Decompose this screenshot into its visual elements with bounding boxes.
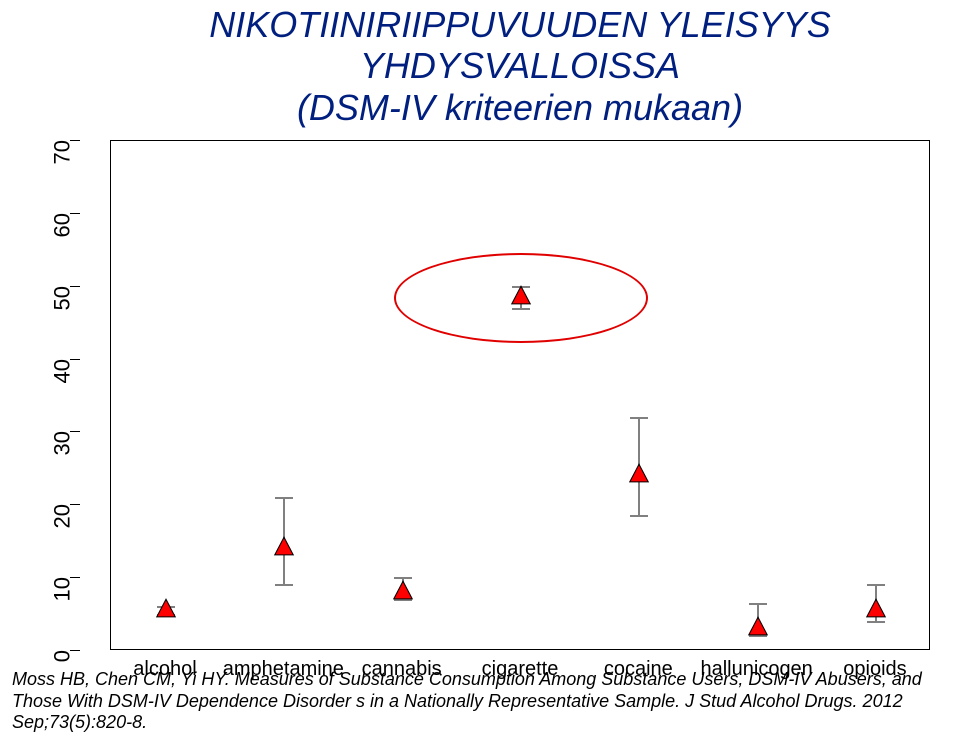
error-bar-cap [867, 584, 885, 586]
data-point [628, 463, 650, 490]
y-tick-label: 20 [49, 504, 75, 528]
error-bar-cap [749, 603, 767, 605]
title-line-3: (DSM-IV kriteerien mukaan) [110, 87, 930, 128]
citation-text: Moss HB, Chen CM, Yi HY. Measures of Sub… [12, 669, 948, 734]
error-bar-cap [275, 497, 293, 499]
chart-plot-area [110, 140, 930, 650]
data-point [155, 597, 177, 624]
data-point [865, 597, 887, 624]
y-tick-label: 10 [49, 577, 75, 601]
highlight-ellipse [394, 253, 648, 343]
title-line-1: NIKOTIINIRIIPPUVUUDEN YLEISYYS [110, 4, 930, 45]
error-bar-cap [630, 515, 648, 517]
y-tick-label: 70 [49, 140, 75, 164]
y-tick-label: 50 [49, 286, 75, 310]
data-point [747, 616, 769, 643]
y-tick-label: 40 [49, 359, 75, 383]
data-point [273, 536, 295, 563]
error-bar-cap [275, 584, 293, 586]
y-tick-label: 60 [49, 213, 75, 237]
error-bar-cap [630, 417, 648, 419]
title-line-2: YHDYSVALLOISSA [110, 45, 930, 86]
y-tick-label: 0 [49, 650, 75, 662]
y-tick-label: 30 [49, 431, 75, 455]
chart-title-block: NIKOTIINIRIIPPUVUUDEN YLEISYYS YHDYSVALL… [110, 4, 930, 128]
data-point [392, 579, 414, 606]
